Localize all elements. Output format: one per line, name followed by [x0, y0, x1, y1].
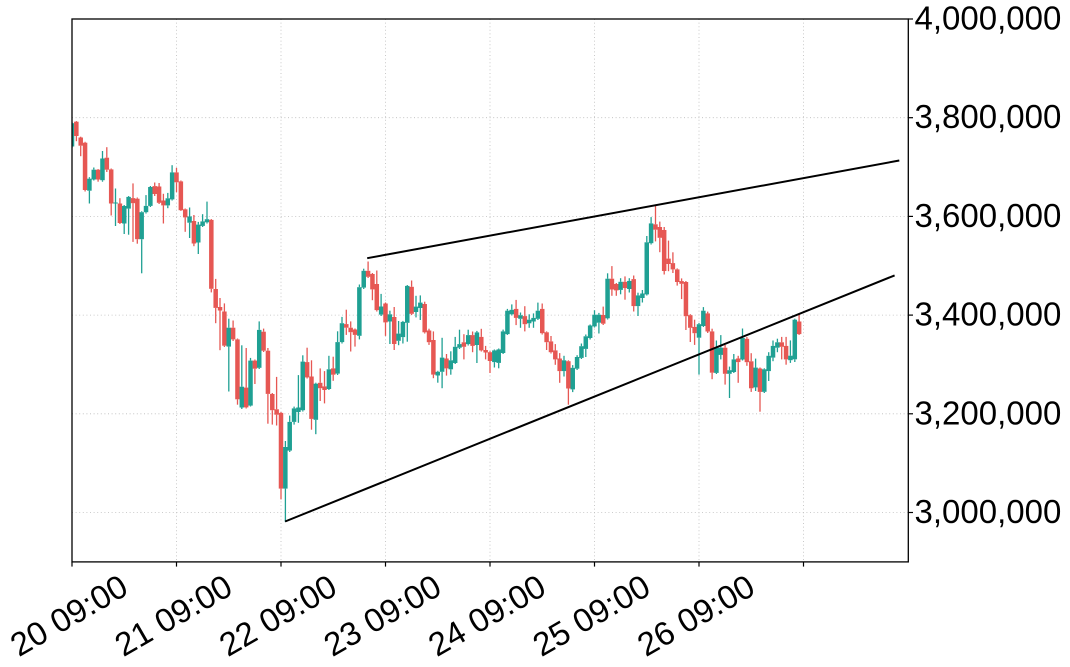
svg-text:3,200,000: 3,200,000 — [915, 394, 1062, 431]
svg-text:3,000,000: 3,000,000 — [915, 493, 1062, 530]
svg-text:3,800,000: 3,800,000 — [915, 98, 1062, 135]
svg-text:4,000,000: 4,000,000 — [915, 0, 1062, 37]
svg-text:3,400,000: 3,400,000 — [915, 296, 1062, 333]
svg-text:3,600,000: 3,600,000 — [915, 197, 1062, 234]
